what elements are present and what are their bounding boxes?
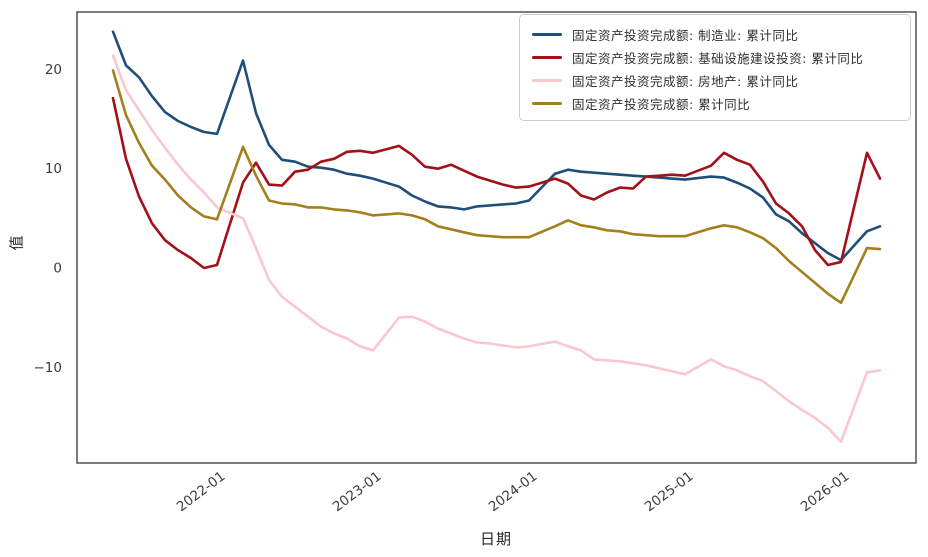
legend-label: 固定资产投资完成额: 基础设施建设投资: 累计同比 (572, 50, 864, 66)
x-tick-label: 2023-01 (330, 468, 385, 515)
legend-line-swatch (532, 101, 562, 105)
series-line (111, 54, 882, 444)
y-tick-label: −10 (34, 360, 63, 376)
y-tick-label: 20 (45, 62, 62, 78)
legend-line-swatch (532, 55, 562, 59)
y-axis-label: 值 (7, 234, 26, 251)
legend-label: 固定资产投资完成额: 房地产: 累计同比 (572, 73, 799, 89)
series-line (111, 30, 882, 262)
legend-label: 固定资产投资完成额: 制造业: 累计同比 (572, 27, 799, 43)
legend-item: 固定资产投资完成额: 累计同比 (532, 93, 898, 113)
x-tick-label: 2025-01 (642, 468, 697, 515)
legend-line-swatch (532, 78, 562, 82)
x-axis-label: 日期 (479, 530, 512, 548)
x-tick-label: 2022-01 (174, 468, 229, 515)
legend-label: 固定资产投资完成额: 累计同比 (572, 96, 751, 112)
plot-border (76, 11, 917, 464)
y-tick-label: 0 (53, 261, 62, 277)
x-tick-label: 2026-01 (798, 468, 853, 515)
series-line (111, 69, 882, 305)
series-line (111, 96, 882, 270)
legend-item: 固定资产投资完成额: 制造业: 累计同比 (532, 24, 898, 44)
legend-item: 固定资产投资完成额: 基础设施建设投资: 累计同比 (532, 47, 898, 67)
legend: 固定资产投资完成额: 制造业: 累计同比固定资产投资完成额: 基础设施建设投资:… (519, 14, 911, 121)
y-tick-label: 10 (45, 161, 62, 177)
x-tick-label: 2024-01 (486, 468, 541, 515)
legend-line-swatch (532, 32, 562, 36)
legend-item: 固定资产投资完成额: 房地产: 累计同比 (532, 70, 898, 90)
